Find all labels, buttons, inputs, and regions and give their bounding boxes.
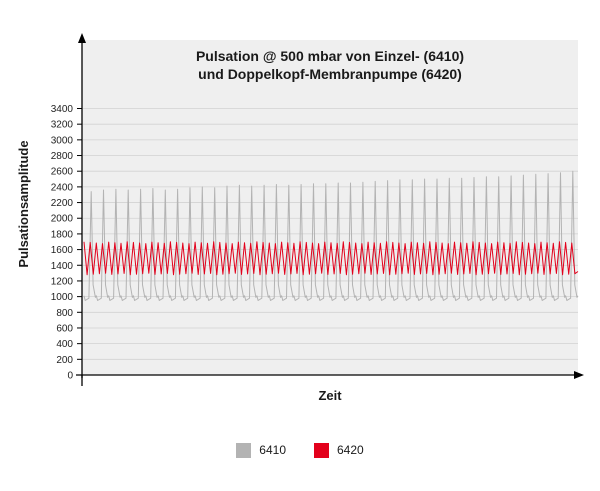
legend: 6410 6420 <box>0 440 600 460</box>
y-tick-label-2200: 2200 <box>51 198 74 209</box>
y-axis-arrow <box>78 33 86 43</box>
series-line-6410 <box>83 170 579 301</box>
legend-label-6420: 6420 <box>337 443 364 457</box>
chart-title-line2: und Doppelkopf-Membranpumpe (6420) <box>198 66 462 82</box>
legend-item-6420: 6420 <box>314 442 364 458</box>
y-tick-label-2800: 2800 <box>51 151 74 162</box>
y-tick-label-2400: 2400 <box>51 182 74 193</box>
legend-item-6410: 6410 <box>236 442 286 458</box>
legend-swatch-6420 <box>314 442 329 458</box>
y-tick-label-1600: 1600 <box>51 245 74 256</box>
y-tick-label-3200: 3200 <box>51 120 74 131</box>
x-axis-label: Zeit <box>318 388 342 403</box>
y-tick-label-600: 600 <box>56 323 73 334</box>
legend-label-6410: 6410 <box>259 443 286 457</box>
y-tick-label-1000: 1000 <box>51 292 74 303</box>
y-tick-label-1200: 1200 <box>51 276 74 287</box>
y-tick-label-1400: 1400 <box>51 261 74 272</box>
y-axis-label: Pulsationsamplitude <box>16 140 31 267</box>
y-tick-label-800: 800 <box>56 308 73 319</box>
y-tick-label-3400: 3400 <box>51 104 74 115</box>
y-tick-label-3000: 3000 <box>51 135 74 146</box>
y-axis-ticks: 0 200 400 600 800 1000 1200 1400 1600 1800 2000 220… <box>51 104 82 382</box>
y-tick-label-2600: 2600 <box>51 167 74 178</box>
x-axis-arrow <box>574 371 584 379</box>
series-line-6420 <box>83 241 579 276</box>
y-tick-label-400: 400 <box>56 339 73 350</box>
y-tick-label-2000: 2000 <box>51 214 74 225</box>
plot-background <box>82 40 578 375</box>
y-tick-label-0: 0 <box>67 371 73 382</box>
legend-swatch-6410 <box>236 442 252 458</box>
series-layer <box>83 170 579 301</box>
y-tick-label-1800: 1800 <box>51 229 74 240</box>
chart-title-line1: Pulsation @ 500 mbar von Einzel- (6410) <box>196 48 464 64</box>
y-tick-label-200: 200 <box>56 355 73 366</box>
